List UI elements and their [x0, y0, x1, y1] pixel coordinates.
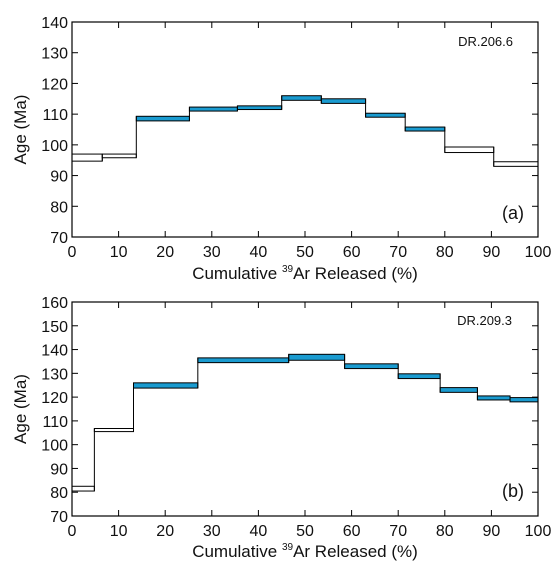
y-tick-label: 140 [41, 15, 68, 32]
age-step-3 [133, 382, 199, 389]
age-step-7 [397, 373, 441, 380]
y-tick-label: 100 [41, 438, 68, 455]
y-tick-label: 130 [41, 366, 68, 383]
age-step-11 [493, 161, 539, 167]
panel-label: (a) [502, 203, 524, 223]
age-step-6 [344, 363, 399, 370]
x-tick-label: 50 [296, 244, 314, 261]
x-tick-label: 100 [525, 244, 552, 261]
y-tick-label: 70 [50, 230, 68, 247]
y-tick-label: 160 [41, 295, 68, 312]
x-tick-label: 80 [436, 244, 454, 261]
age-step-10 [509, 397, 539, 403]
chart-panel-b: 0 10 20 30 40 50 60 70 80 90 100 70 80 90 100 110 120 130… [11, 295, 551, 561]
y-tick-label: 110 [42, 107, 68, 124]
y-tick-label: 90 [50, 461, 68, 478]
chart-panel-a: 0 10 20 30 40 50 60 70 80 90 100 70 80 90 100 110 120 130… [11, 15, 551, 283]
age-step-2 [93, 427, 135, 433]
x-tick-label: 90 [483, 523, 501, 540]
sample-label: DR.209.3 [457, 313, 512, 328]
age-step-1 [71, 153, 103, 162]
x-tick-label: 40 [250, 244, 268, 261]
age-step-4 [197, 357, 290, 364]
x-tick-label: 10 [110, 244, 128, 261]
age-step-6 [281, 95, 322, 101]
x-tick-label: 80 [436, 523, 454, 540]
y-axis-label: Age (Ma) [11, 95, 30, 165]
x-tick-label: 40 [250, 523, 268, 540]
y-tick-label: 120 [41, 76, 68, 93]
x-tick-label: 20 [156, 244, 174, 261]
plot-frame [71, 301, 539, 517]
y-tick-label: 150 [41, 319, 68, 336]
y-tick-label: 130 [41, 46, 68, 63]
y-tick-label: 100 [41, 138, 68, 155]
step-series [71, 95, 539, 167]
age-step-5 [236, 105, 283, 111]
x-axis-label: Cumulative 39Ar Released (%) [192, 264, 418, 283]
age-step-3 [135, 115, 190, 122]
x-tick-label: 30 [203, 523, 221, 540]
x-tick-label: 90 [483, 244, 501, 261]
x-tick-label: 70 [389, 244, 407, 261]
x-tick-label: 0 [68, 244, 77, 261]
sample-label: DR.206.6 [458, 34, 513, 49]
x-tick-label: 100 [525, 523, 552, 540]
y-tick-label: 110 [42, 414, 68, 431]
y-tick-label: 120 [41, 390, 68, 407]
y-tick-label: 80 [50, 199, 68, 216]
age-step-7 [320, 98, 367, 104]
age-step-5 [288, 353, 346, 361]
x-tick-label: 20 [156, 523, 174, 540]
y-tick-label: 90 [50, 169, 68, 186]
y-axis-label: Age (Ma) [11, 374, 30, 444]
step-series [71, 353, 539, 492]
age-step-9 [476, 395, 511, 401]
x-tick-label: 30 [203, 244, 221, 261]
y-tick-label: 70 [50, 509, 68, 526]
age-step-8 [365, 112, 406, 118]
y-tick-label: 140 [41, 343, 68, 360]
x-tick-label: 10 [110, 523, 128, 540]
x-tick-label: 60 [343, 523, 361, 540]
age-step-8 [439, 387, 478, 393]
x-tick-label: 50 [296, 523, 314, 540]
age-step-4 [188, 106, 238, 112]
age-step-10 [444, 146, 495, 154]
age-step-9 [404, 126, 446, 132]
x-tick-label: 0 [68, 523, 77, 540]
x-axis-label: Cumulative 39Ar Released (%) [192, 542, 418, 561]
age-step-1 [71, 485, 95, 492]
x-tick-label: 70 [389, 523, 407, 540]
panel-label: (b) [502, 481, 524, 501]
x-tick-label: 60 [343, 244, 361, 261]
age-step-2 [101, 153, 137, 159]
y-tick-label: 80 [50, 485, 68, 502]
plot-frame [71, 21, 539, 238]
